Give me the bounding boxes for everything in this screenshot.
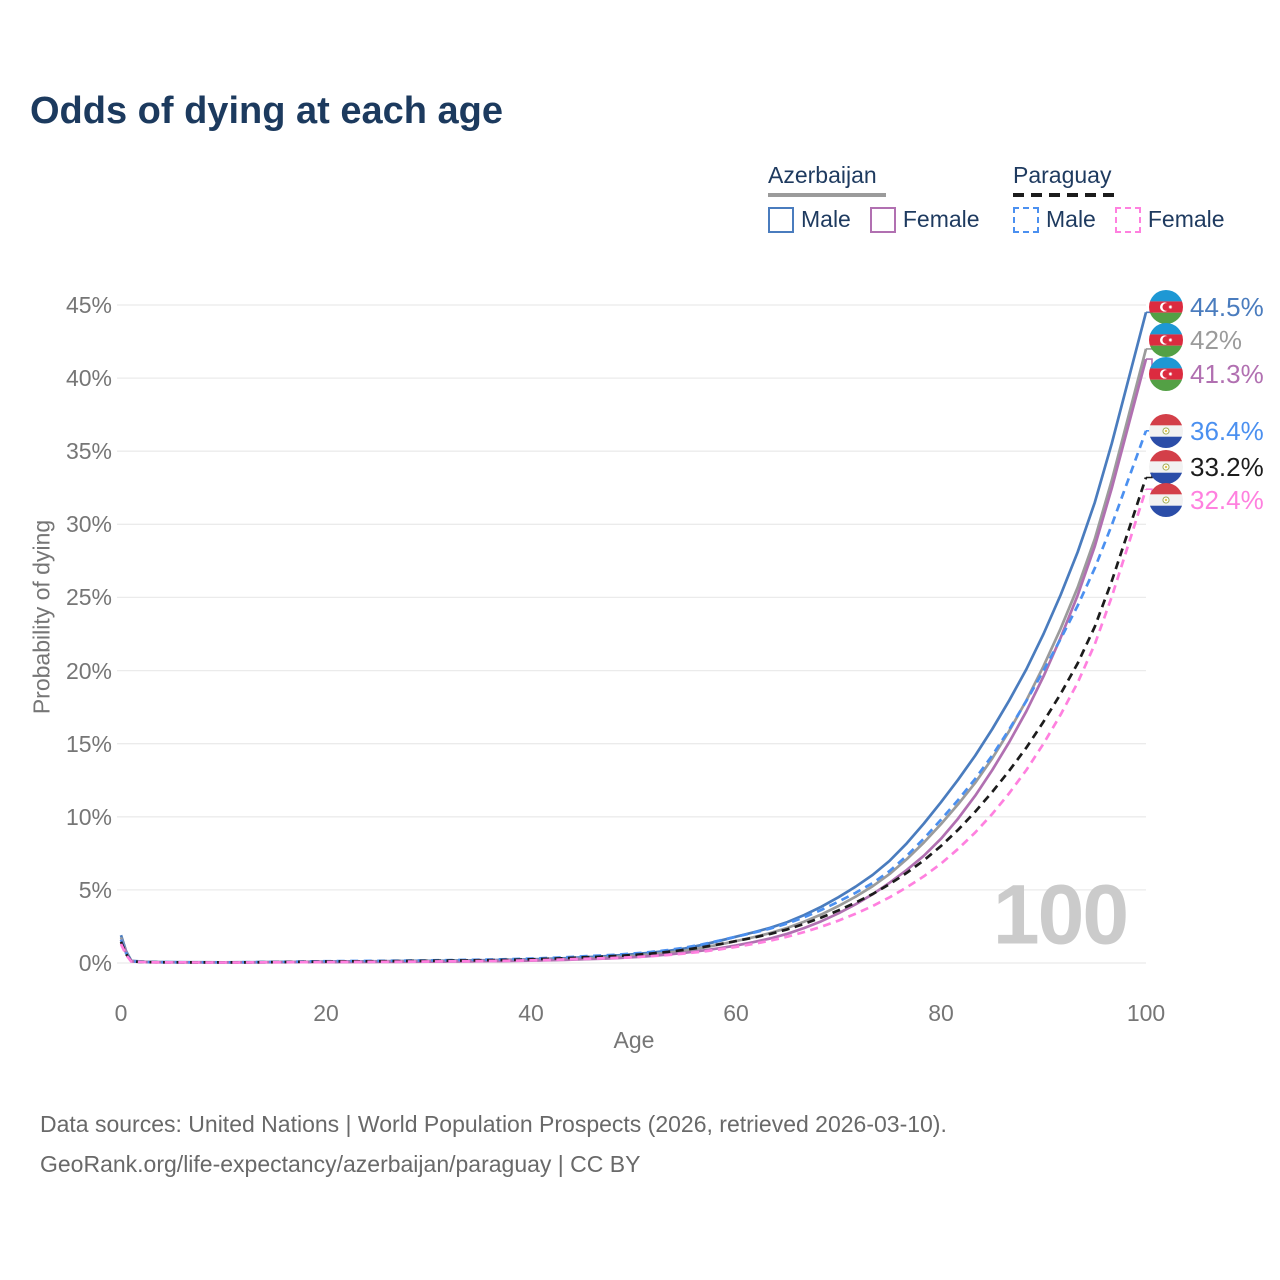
y-tick-label-10: 10%: [65, 804, 112, 830]
end-label-leader-paraguay-female: [1146, 488, 1157, 501]
y-tick-label-25: 25%: [65, 584, 112, 610]
x-tick-label-80: 80: [928, 1000, 954, 1026]
x-tick-label-0: 0: [114, 1000, 128, 1026]
chart-title: Odds of dying at each age: [30, 90, 503, 132]
legend-item-azerbaijan-male[interactable]: Male: [768, 206, 851, 233]
legend-country-paraguay-label: Paraguay: [1013, 162, 1112, 188]
y-tick-label-20: 20%: [65, 658, 112, 684]
end-label-leader-azerbaijan-all: [1146, 339, 1157, 350]
paraguay-dashed-line-swatch: [1013, 193, 1114, 197]
legend-item-azerbaijan-female-label: Female: [902, 206, 980, 232]
azerbaijan-solid-line-swatch: [768, 193, 886, 197]
legend-country-azerbaijan[interactable]: Azerbaijan: [768, 162, 980, 197]
legend-items-azerbaijan: Male Female: [768, 206, 980, 233]
x-tick-label-20: 20: [313, 1000, 339, 1026]
y-tick-label-0: 0%: [78, 950, 112, 976]
y-axis-title: Probability of dying: [28, 519, 55, 715]
x-tick-label-100: 100: [1126, 1000, 1166, 1026]
y-tick-label-5: 5%: [78, 877, 112, 903]
legend-item-paraguay-female-label: Female: [1147, 206, 1225, 232]
footer-attribution: GeoRank.org/life-expectancy/azerbaijan/p…: [40, 1151, 641, 1177]
paraguay-female-swatch-icon: [1114, 206, 1141, 233]
legend-item-paraguay-male[interactable]: Male: [1013, 206, 1096, 233]
end-label-leader-azerbaijan-male: [1146, 305, 1157, 314]
x-axis-title: Age: [613, 1027, 655, 1053]
footer: Data sources: United Nations | World Pop…: [40, 1104, 947, 1184]
y-tick-label-40: 40%: [65, 365, 112, 391]
azerbaijan-female-swatch-icon: [869, 206, 896, 233]
series-line-azerbaijan-male[interactable]: [119, 311, 1148, 964]
y-tick-label-30: 30%: [65, 511, 112, 537]
x-tick-label-60: 60: [723, 1000, 749, 1026]
legend-country-azerbaijan-label: Azerbaijan: [768, 162, 877, 188]
legend-group-paraguay: Paraguay Male Female: [1013, 162, 1225, 233]
legend-item-paraguay-male-label: Male: [1046, 206, 1096, 232]
x-tick-label-40: 40: [518, 1000, 544, 1026]
legend-items-paraguay: Male Female: [1013, 206, 1225, 233]
legend-country-paraguay[interactable]: Paraguay: [1013, 162, 1225, 197]
footer-data-sources: Data sources: United Nations | World Pop…: [40, 1111, 947, 1137]
legend-item-azerbaijan-female[interactable]: Female: [869, 206, 980, 233]
age-counter-watermark: 100: [992, 867, 1129, 962]
legend-item-azerbaijan-male-label: Male: [801, 206, 851, 232]
legend-item-paraguay-female[interactable]: Female: [1114, 206, 1225, 233]
end-label-leader-azerbaijan-female: [1146, 358, 1157, 375]
y-tick-label-45: 45%: [65, 292, 112, 318]
end-label-leader-paraguay-all: [1146, 465, 1157, 479]
y-tick-label-15: 15%: [65, 731, 112, 757]
series-line-paraguay-female[interactable]: [119, 488, 1148, 964]
paraguay-male-swatch-icon: [1013, 206, 1039, 233]
azerbaijan-male-swatch-icon: [768, 206, 794, 233]
legend-group-azerbaijan: Azerbaijan Male Female: [768, 162, 980, 233]
y-tick-label-35: 35%: [65, 438, 112, 464]
